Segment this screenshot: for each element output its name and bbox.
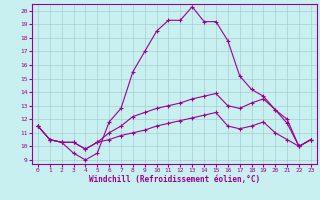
- X-axis label: Windchill (Refroidissement éolien,°C): Windchill (Refroidissement éolien,°C): [89, 175, 260, 184]
